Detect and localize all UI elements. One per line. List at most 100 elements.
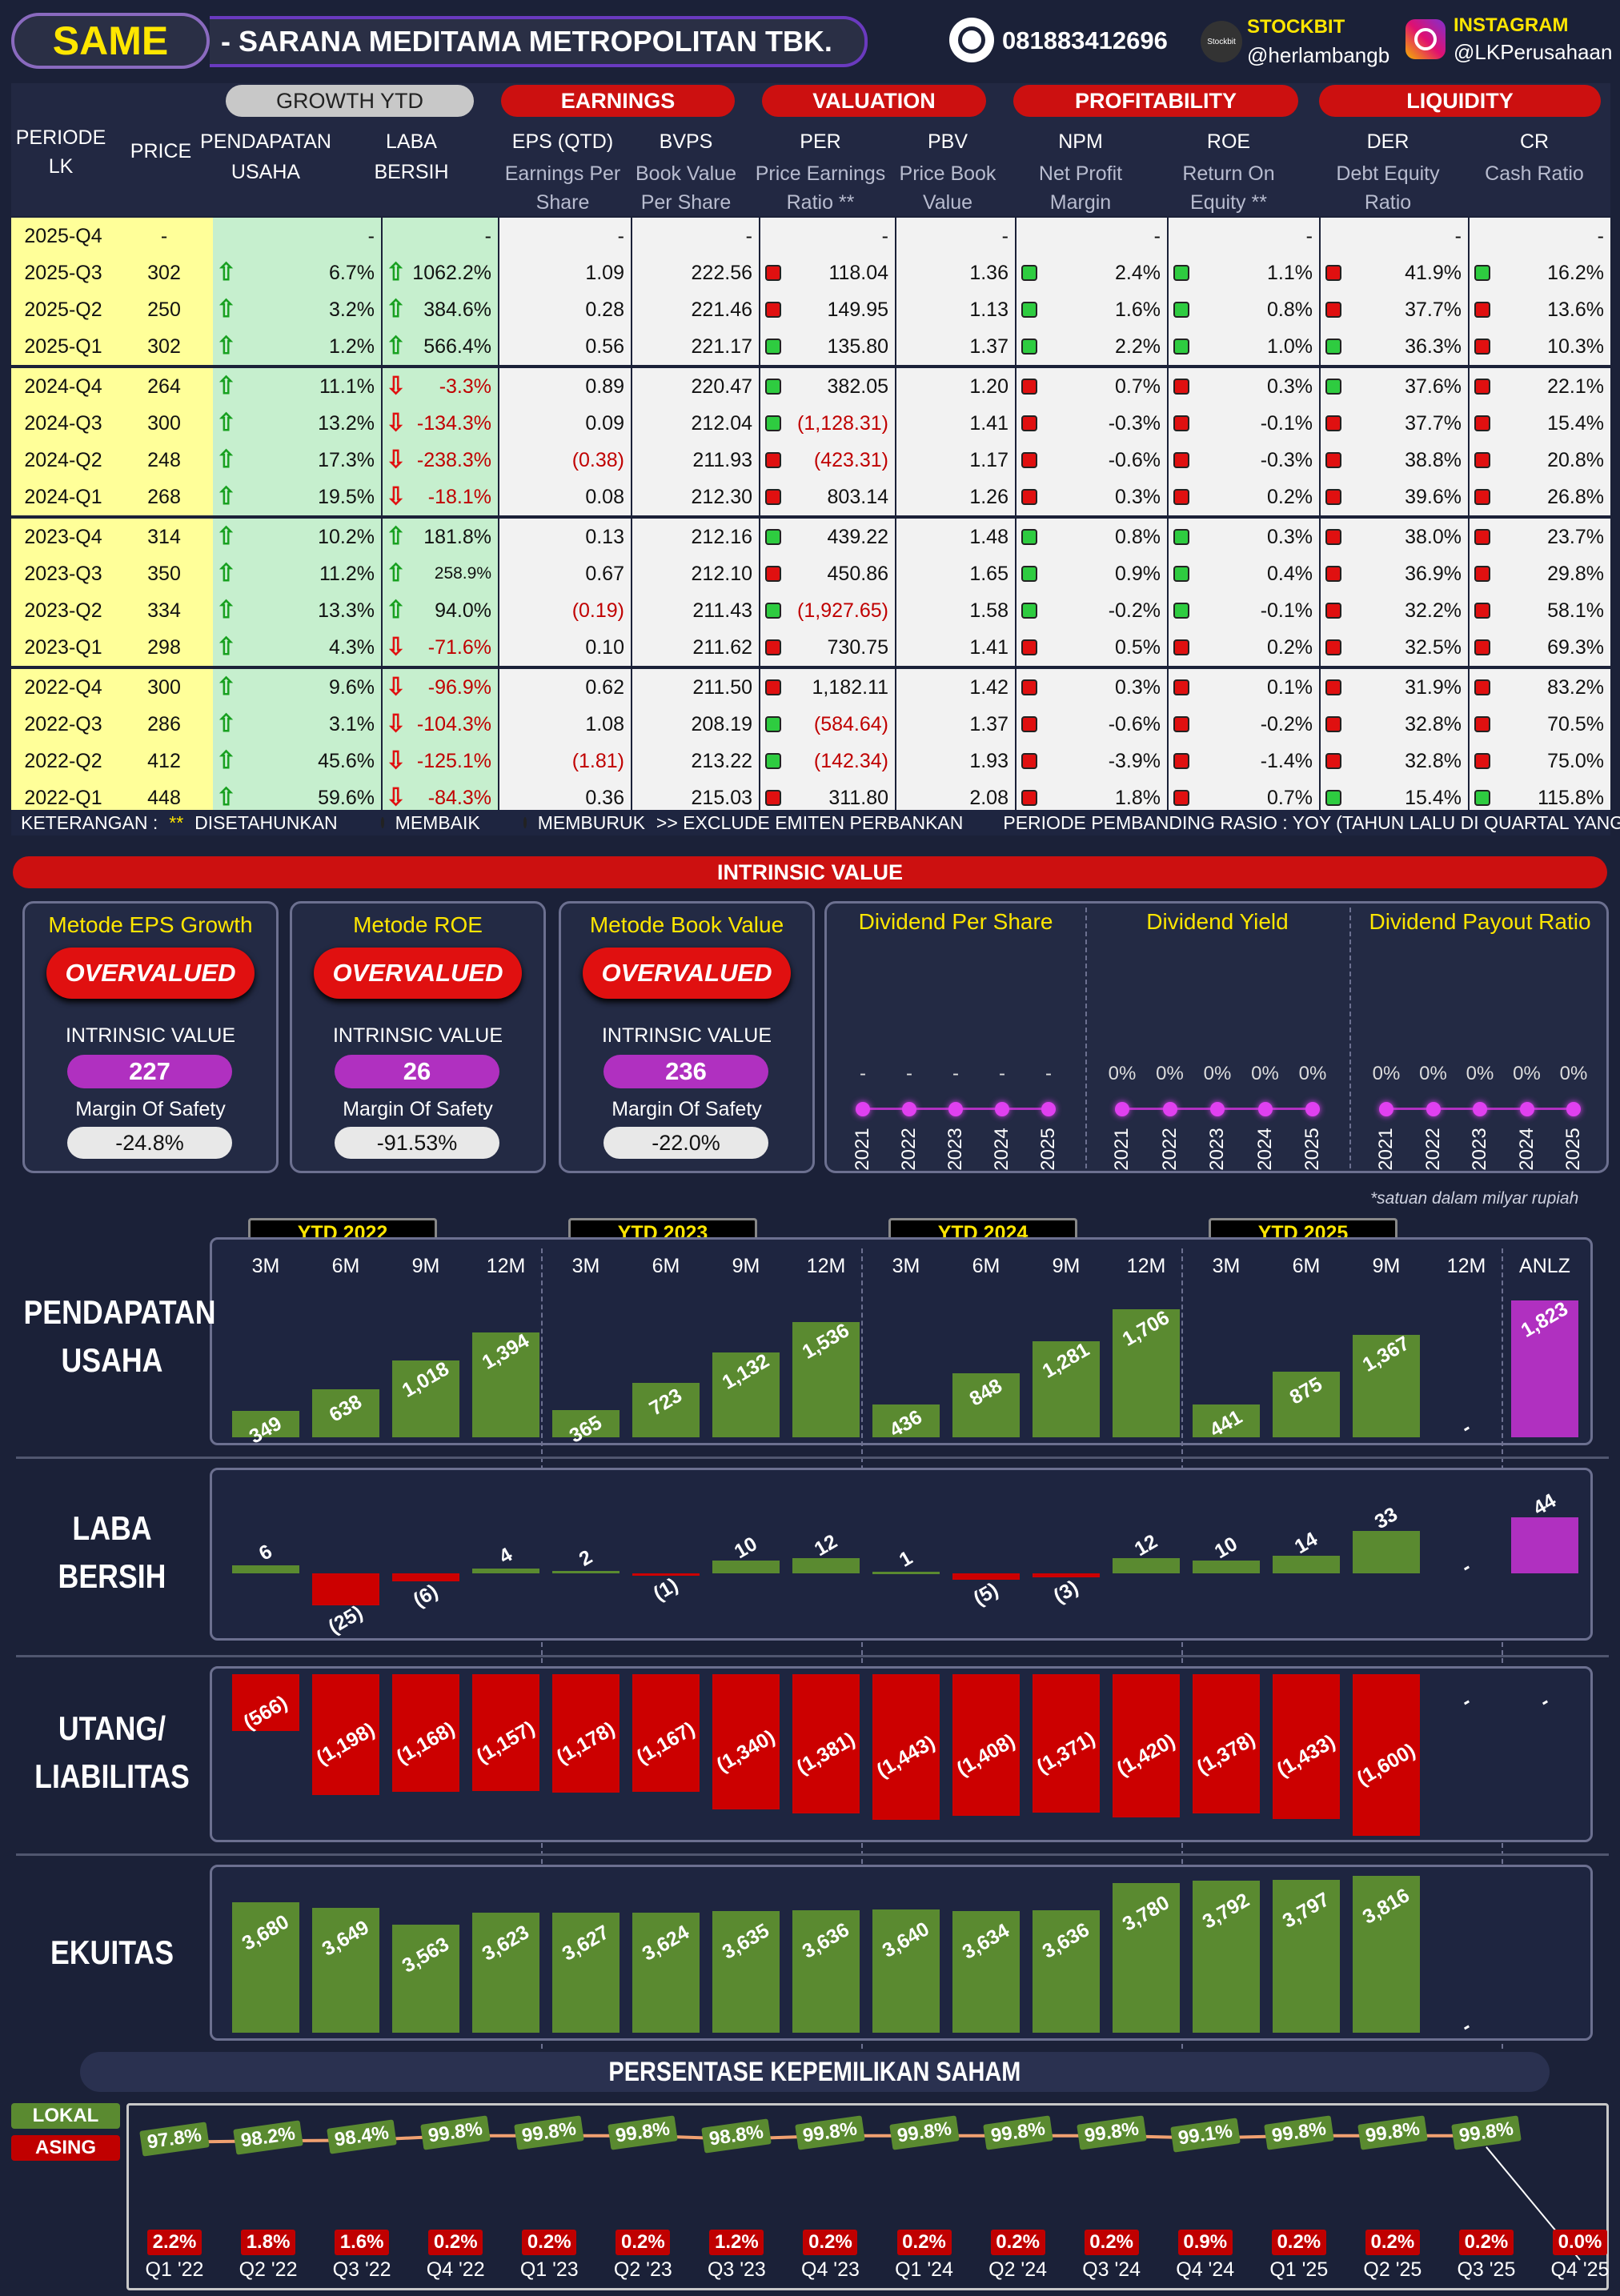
period-label: 9M	[1052, 1255, 1081, 1277]
cr-value: 16.2%	[1547, 261, 1604, 284]
dividend-point	[1210, 1102, 1225, 1116]
chart-bar	[1511, 1517, 1578, 1573]
roe-cell: 0.4%	[1169, 555, 1319, 592]
rev-cell: ⇧ 17.3%	[213, 442, 381, 479]
stockbit-handle[interactable]: @herlambangb	[1247, 43, 1390, 67]
company-name: - SARANA MEDITAMA METROPOLITAN TBK.	[210, 16, 868, 67]
asing-label: 1.2%	[709, 2230, 764, 2255]
status-red-icon	[765, 790, 781, 806]
col-header-sub-1: BERSIH	[374, 161, 449, 183]
chart-bar	[712, 1561, 780, 1573]
der-cell: 39.6%	[1321, 479, 1468, 515]
table-row: 2023-Q4 314 ⇧ 10.2% ⇧ 181.8% 0.13 212.16 439.22 1…	[11, 519, 1610, 555]
status-red-icon	[765, 566, 781, 582]
per-value: (142.34)	[813, 749, 888, 772]
arrow-up-icon: ⇧	[386, 560, 407, 587]
dividend-year: 2021	[852, 1128, 873, 1171]
quarter-label: Q3 '23	[707, 2258, 766, 2281]
ni-cell: -	[383, 218, 498, 254]
ni-value: 1062.2%	[412, 261, 491, 284]
dividend-year: 2024	[1253, 1128, 1276, 1171]
chart-bar	[232, 1411, 299, 1437]
ni-cell: ⇧ 566.4%	[383, 328, 498, 365]
eps-value: 1.09	[585, 261, 624, 284]
per-value: (423.31)	[813, 448, 888, 471]
iv-label: INTRINSIC VALUE	[65, 1024, 236, 1047]
chart-bar	[1273, 1555, 1340, 1573]
roe-cell: -0.2%	[1169, 706, 1319, 743]
roe-value: 0.2%	[1267, 635, 1313, 659]
status-red-icon	[1325, 639, 1341, 655]
arrow-up-icon: ⇧	[216, 447, 237, 473]
roe-cell: -0.1%	[1169, 405, 1319, 442]
cr-cell: 75.0%	[1470, 743, 1610, 779]
per-cell: 149.95	[760, 291, 895, 328]
der-cell: -	[1321, 218, 1468, 254]
bvps-cell: 212.16	[632, 519, 759, 555]
eps-cell: 1.09	[499, 254, 631, 291]
group-earnings: EARNINGS	[501, 85, 735, 117]
chart-bar	[392, 1674, 459, 1793]
intrinsic-value: 236	[603, 1055, 768, 1088]
chart-section-title: EKUITAS	[24, 1929, 201, 1977]
npm-cell: -3.9%	[1017, 743, 1167, 779]
dividend-point	[1566, 1102, 1581, 1116]
chart-title-text: UTANG/ LIABILITAS	[34, 1709, 190, 1795]
ni-value: 258.9%	[434, 564, 491, 583]
der-cell: 38.8%	[1321, 442, 1468, 479]
pbv-cell: 1.13	[896, 291, 1015, 328]
col-header-2: EPS (QTD)	[511, 130, 614, 153]
arrow-down-icon: ⇩	[386, 711, 407, 737]
npm-cell: 0.3%	[1017, 479, 1167, 515]
pbv-value: 1.17	[969, 448, 1008, 471]
bvps-value: 211.50	[692, 675, 752, 699]
per-value: 730.75	[827, 635, 888, 659]
ni-cell: ⇩ -104.3%	[383, 706, 498, 743]
status-red-icon	[1325, 603, 1341, 619]
instagram-handle[interactable]: @LKPerusahaan	[1454, 40, 1613, 64]
chart-bar	[232, 1674, 299, 1732]
chart-bar	[1113, 1557, 1180, 1573]
dividend-value: 0%	[1108, 1063, 1137, 1084]
cr-value: 26.8%	[1547, 485, 1604, 508]
cr-cell: 22.1%	[1470, 368, 1610, 405]
price-cell: 298	[115, 629, 213, 666]
roe-cell: 1.1%	[1169, 254, 1319, 291]
der-cell: 37.6%	[1321, 368, 1468, 405]
unit-note: *satuan dalam milyar rupiah	[1370, 1189, 1579, 1208]
npm-value: -	[1153, 224, 1161, 247]
price-cell: 250	[115, 291, 213, 328]
chart-bar	[392, 1573, 459, 1581]
chart-bar	[312, 1573, 379, 1605]
ni-value: -238.3%	[416, 448, 491, 471]
pbv-value: 1.41	[969, 635, 1008, 659]
per-value: 382.05	[827, 375, 888, 398]
cr-value: 70.5%	[1547, 712, 1604, 735]
quarter-label: Q2 '24	[988, 2258, 1048, 2281]
margin-of-safety: -22.0%	[603, 1127, 768, 1159]
arrow-down-icon: ⇩	[386, 373, 407, 399]
npm-value: 0.9%	[1115, 562, 1161, 585]
status-green-icon	[1173, 566, 1189, 582]
status-green-icon	[1474, 790, 1490, 806]
eps-value: (0.38)	[571, 448, 624, 471]
chart-bar	[632, 1674, 700, 1793]
dividend-value: 0%	[1559, 1063, 1588, 1084]
col-header-8: DER	[1366, 130, 1409, 153]
cr-value: -	[1597, 224, 1604, 247]
price-cell: 286	[115, 706, 213, 743]
legend-ket: KETERANGAN :	[21, 811, 158, 833]
der-value: 36.3%	[1405, 335, 1462, 358]
chart-bar	[552, 1912, 620, 2033]
chart-bar	[872, 1404, 940, 1437]
bvps-cell: 211.43	[632, 592, 759, 629]
rev-value: 59.6%	[318, 786, 375, 809]
cr-value: 75.0%	[1547, 749, 1604, 772]
eps-value: 0.36	[585, 786, 624, 809]
instagram-icon	[1405, 19, 1446, 59]
table-row: 2022-Q3 286 ⇧ 3.1% ⇩ -104.3% 1.08 208.19 (584.64…	[11, 706, 1610, 743]
period-cell: 2023-Q1	[11, 629, 115, 666]
per-cell: (423.31)	[760, 442, 895, 479]
price-cell: 264	[115, 368, 213, 405]
stockbit-icon: Stockbit	[1201, 21, 1242, 62]
